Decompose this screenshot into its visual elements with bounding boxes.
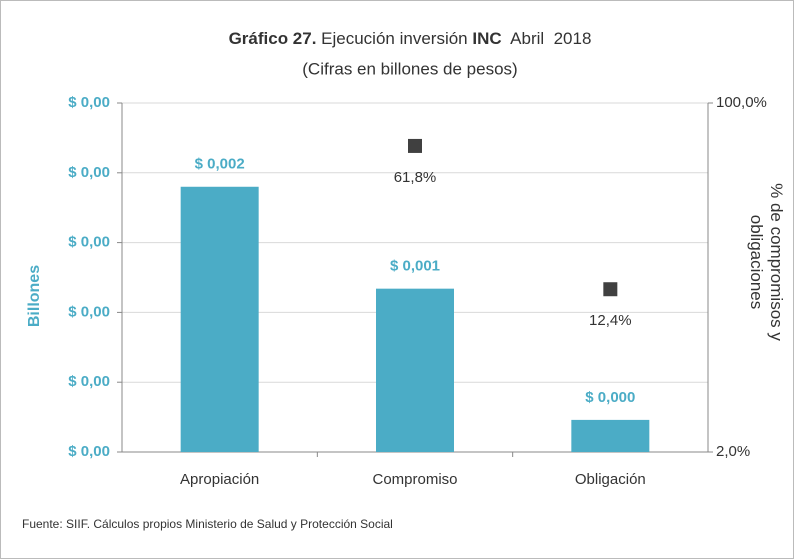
y-axis-label: Billones xyxy=(26,265,43,327)
bar xyxy=(571,419,650,452)
x-tick-label: Obligación xyxy=(575,471,646,488)
chart-title: Gráfico 27. Ejecución inversión INC Abri… xyxy=(229,29,592,48)
bar xyxy=(180,186,259,452)
y-tick-label: $ 0,00 xyxy=(68,164,110,181)
source-note: Fuente: SIIF. Cálculos propios Ministeri… xyxy=(22,517,393,531)
title-part: Abril 2018 xyxy=(502,29,592,48)
y-tick-label: $ 0,00 xyxy=(68,443,110,460)
x-tick-label: Compromiso xyxy=(372,471,457,488)
x-tick-label: Apropiación xyxy=(180,471,259,488)
y2-axis-label: % de compromisos yobligaciones xyxy=(747,183,786,341)
y2-tick-label: 100,0% xyxy=(716,94,767,111)
chart-subtitle: (Cifras en billones de pesos) xyxy=(302,59,517,78)
y-tick-label: $ 0,00 xyxy=(68,373,110,390)
y-tick-label: $ 0,00 xyxy=(68,94,110,111)
y-tick-label: $ 0,00 xyxy=(68,303,110,320)
y-tick-label: $ 0,00 xyxy=(68,234,110,251)
y2-axis-label-line: % de compromisos y xyxy=(767,183,786,341)
bar-value-label: $ 0,001 xyxy=(390,258,440,275)
bar xyxy=(376,288,454,452)
title-part: Ejecución inversión xyxy=(316,29,472,48)
bar-value-label: $ 0,000 xyxy=(585,389,635,406)
y2-axis-label-line: obligaciones xyxy=(747,215,766,310)
marker-value-label: 61,8% xyxy=(394,169,437,186)
marker xyxy=(408,138,422,153)
y2-tick-label: 2,0% xyxy=(716,443,750,460)
marker-value-label: 12,4% xyxy=(589,312,632,329)
bar-value-label: $ 0,002 xyxy=(195,156,245,173)
title-part: Gráfico 27. xyxy=(229,29,317,48)
marker xyxy=(603,282,618,297)
title-part: INC xyxy=(472,29,501,48)
